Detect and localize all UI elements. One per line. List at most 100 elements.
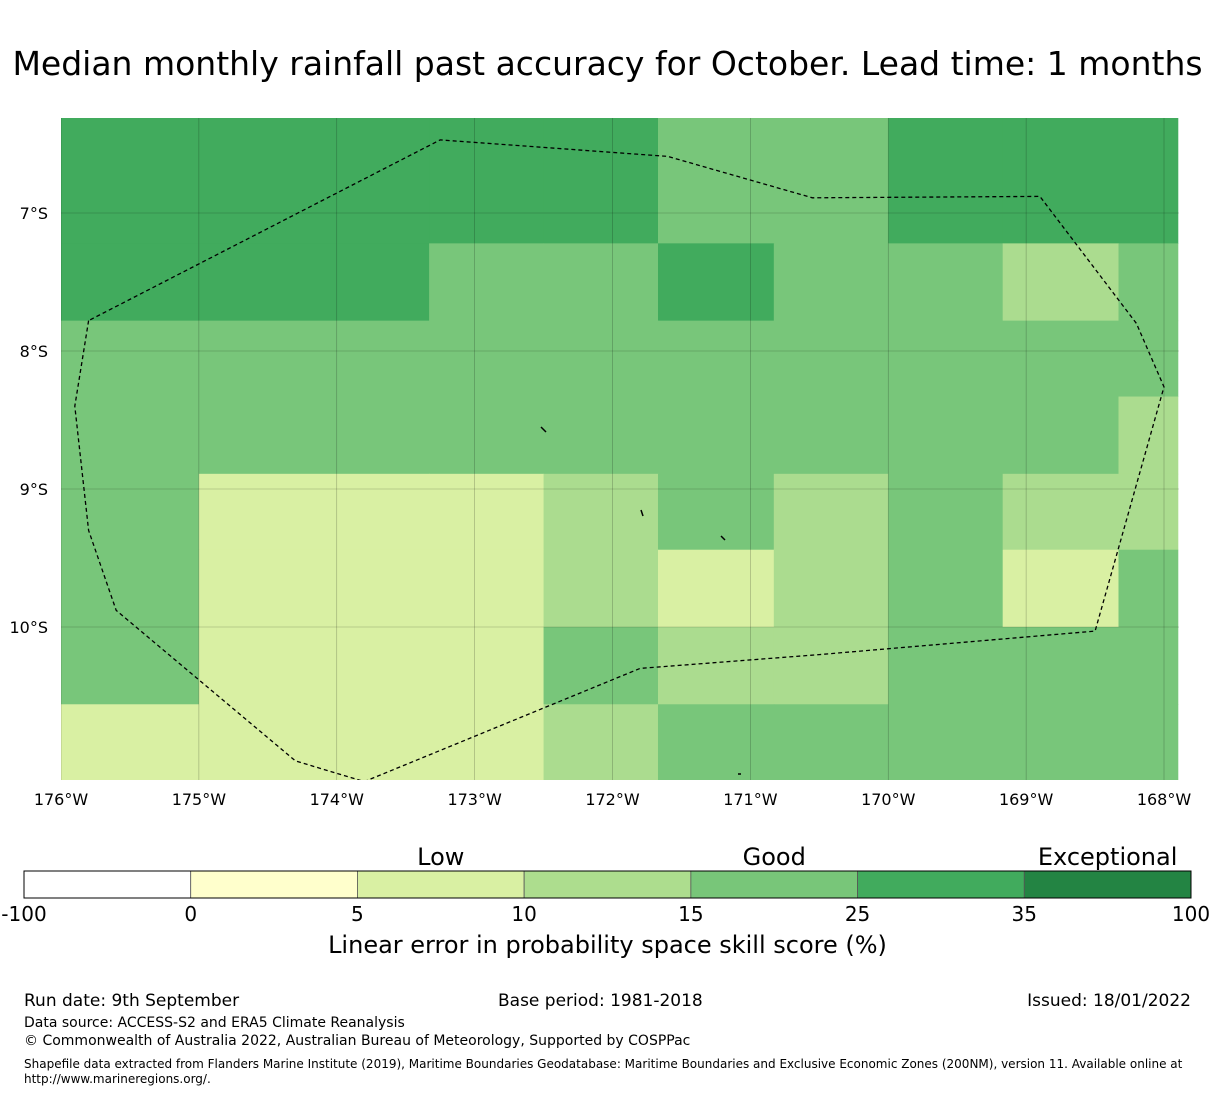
axis-tick-labels: 7°S 8°S 9°S 10°S 176°W 175°W 174°W 173°W 172°W 17… [9, 204, 1191, 809]
skill-cell [773, 396, 889, 475]
skill-cell [61, 243, 200, 322]
skill-cell [657, 320, 775, 398]
skill-cell [888, 473, 1004, 551]
skill-cell [773, 243, 889, 322]
skill-cell [888, 704, 1004, 780]
skill-cell [1118, 396, 1179, 475]
colorbar-tick-label: 0 [184, 902, 198, 926]
colorbar-outline [23, 870, 1192, 899]
skill-map: 7°S 8°S 9°S 10°S 176°W 175°W 174°W 173°W 172°W 17… [9, 118, 1191, 809]
skill-cell [657, 118, 775, 244]
skill-cell [198, 243, 430, 322]
skill-cell [657, 549, 775, 628]
skill-cell [198, 473, 430, 551]
skill-cells [61, 118, 1179, 780]
colorbar-category-label: Exceptional [1037, 843, 1178, 871]
skill-cell [1002, 704, 1120, 780]
skill-cell [429, 396, 545, 475]
skill-cell [198, 396, 430, 475]
skill-cell [543, 704, 659, 780]
skill-cell [888, 320, 1004, 398]
skill-cell [61, 704, 200, 780]
skill-cell [888, 243, 1004, 322]
skill-cell [429, 320, 545, 398]
skill-cell [1118, 549, 1179, 628]
island-marker [720, 535, 726, 541]
skill-cell [198, 627, 430, 705]
skill-cell [1002, 396, 1120, 475]
skill-cell [429, 473, 545, 551]
skill-cell [429, 118, 545, 244]
lat-tick-label: 10°S [9, 618, 48, 637]
colorbar-label: Linear error in probability space skill … [328, 931, 887, 959]
colorbar-tick-label: 25 [844, 902, 871, 926]
skill-cell [888, 549, 1004, 628]
run-date: Run date: 9th September [24, 991, 240, 1011]
skill-cell [61, 473, 200, 551]
skill-cell [888, 396, 1004, 475]
skill-cell [1118, 473, 1179, 551]
skill-cell [61, 627, 200, 705]
colorbar-swatch [690, 870, 858, 899]
shapefile-credit-line2: http://www.marineregions.org/. [24, 1072, 211, 1086]
skill-cell [1118, 118, 1179, 244]
skill-cell [773, 627, 889, 705]
skill-cell [1002, 549, 1120, 628]
skill-cell [657, 473, 775, 551]
colorbar-swatch [1023, 870, 1192, 899]
skill-cell [1118, 320, 1179, 398]
skill-cell [1118, 243, 1179, 322]
colorbar-swatch [857, 870, 1025, 899]
skill-cell [429, 627, 545, 705]
lon-tick-label: 168°W [1137, 790, 1192, 809]
island-marker [640, 509, 644, 517]
skill-cell [657, 627, 775, 705]
graticule [61, 118, 1179, 780]
skill-cell [1002, 473, 1120, 551]
colorbar-category-label: Good [742, 843, 806, 871]
skill-cell [543, 396, 659, 475]
colorbar-tick-label: 100 [1171, 902, 1211, 926]
colorbar-category-label: Low [417, 843, 465, 871]
colorbar-tick-label: 10 [511, 902, 537, 926]
skill-cell [1118, 704, 1179, 780]
skill-cell [543, 320, 659, 398]
skill-cell [657, 396, 775, 475]
colorbar-tick-label: 35 [1011, 902, 1038, 926]
skill-cell [1118, 627, 1179, 705]
lat-tick-label: 7°S [20, 204, 48, 223]
skill-cell [773, 320, 889, 398]
skill-cell [888, 118, 1004, 244]
lon-tick-label: 174°W [310, 790, 365, 809]
lon-tick-label: 176°W [34, 790, 89, 809]
lat-tick-label: 8°S [20, 342, 48, 361]
colorbar-swatch [523, 870, 692, 899]
skill-cell [1002, 118, 1120, 244]
skill-cell [543, 473, 659, 551]
skill-cell [198, 704, 430, 780]
lon-tick-label: 171°W [723, 790, 778, 809]
skill-cell [773, 704, 889, 780]
eez-boundary [74, 139, 1165, 780]
shapefile-credit-line1: Shapefile data extracted from Flanders M… [24, 1057, 1183, 1071]
skill-cell [657, 243, 775, 322]
lon-tick-label: 169°W [999, 790, 1054, 809]
skill-cell [198, 549, 430, 628]
skill-cell [61, 396, 200, 475]
issued-date: Issued: 18/01/2022 [1027, 991, 1191, 1011]
skill-cell [429, 243, 545, 322]
skill-cell [543, 118, 659, 244]
skill-cell [429, 704, 545, 780]
lon-tick-label: 170°W [861, 790, 916, 809]
skill-cell [773, 549, 889, 628]
skill-cell [61, 118, 200, 244]
skill-cell [198, 320, 430, 398]
colorbar-tick-label: -100 [1, 902, 47, 926]
copyright: © Commonwealth of Australia 2022, Austra… [24, 1033, 691, 1049]
lon-tick-label: 175°W [172, 790, 227, 809]
skill-cell [1002, 320, 1120, 398]
islands [540, 426, 741, 775]
lat-tick-label: 9°S [20, 480, 48, 499]
skill-cell [61, 549, 200, 628]
skill-cell [61, 320, 200, 398]
